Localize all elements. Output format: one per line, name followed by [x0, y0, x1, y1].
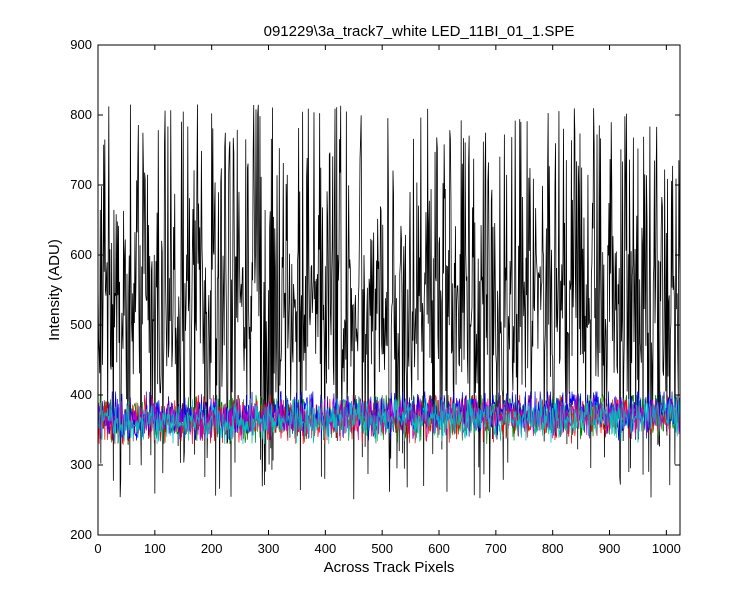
series-line-6 [97, 398, 681, 445]
y-tick-label: 700 [70, 177, 92, 192]
x-axis: 0 100 200 300 400 500 600 700 800 900 1000 [94, 45, 681, 556]
x-tick-label: 700 [485, 541, 507, 556]
x-tick-label: 500 [371, 541, 393, 556]
x-tick-label: 800 [542, 541, 564, 556]
y-tick-label: 200 [70, 527, 92, 542]
x-tick-label: 100 [144, 541, 166, 556]
series-line-1 [97, 104, 681, 500]
x-tick-label: 900 [599, 541, 621, 556]
x-tick-label: 200 [201, 541, 223, 556]
series-layer [97, 104, 681, 500]
y-tick-label: 300 [70, 457, 92, 472]
x-tick-label: 400 [314, 541, 336, 556]
x-axis-label: Across Track Pixels [324, 559, 455, 576]
x-tick-label: 0 [94, 541, 101, 556]
y-tick-label: 400 [70, 387, 92, 402]
y-tick-label: 900 [70, 37, 92, 52]
y-tick-label: 500 [70, 317, 92, 332]
y-axis: 200 300 400 500 600 700 800 900 [70, 37, 680, 542]
y-tick-label: 600 [70, 247, 92, 262]
chart-title: 091229\3a_track7_white LED_11BI_01_1.SPE [264, 23, 575, 40]
y-axis-label: Intensity (ADU) [46, 239, 63, 341]
y-tick-label: 800 [70, 107, 92, 122]
axes-box [97, 44, 681, 536]
x-tick-label: 300 [258, 541, 280, 556]
x-tick-label: 1000 [652, 541, 681, 556]
x-tick-label: 600 [428, 541, 450, 556]
